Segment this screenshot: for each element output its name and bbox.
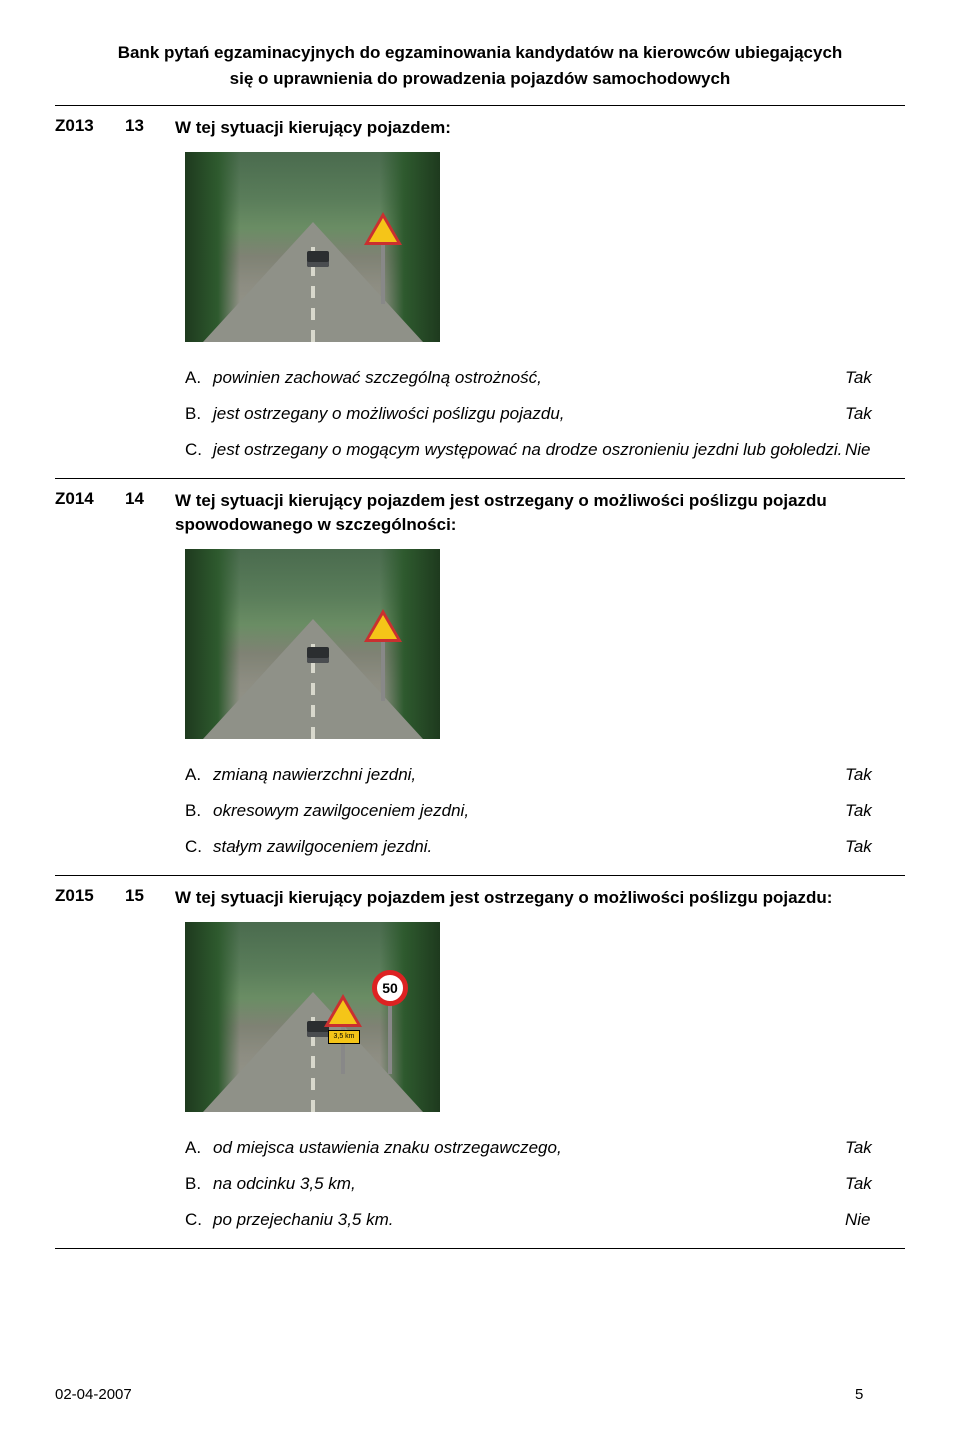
answer-text: jest ostrzegany o możliwości poślizgu po… <box>213 403 845 425</box>
question-number: 13 <box>125 116 175 136</box>
answer-text: na odcinku 3,5 km, <box>213 1173 845 1195</box>
answer-result: Tak <box>845 764 895 786</box>
answer-letter: C. <box>185 439 213 461</box>
question-block: Z01414W tej sytuacji kierujący pojazdem … <box>55 479 905 876</box>
answer-letter: A. <box>185 1137 213 1159</box>
answer-letter: C. <box>185 836 213 858</box>
answer-text: jest ostrzegany o mogącym występować na … <box>213 439 845 461</box>
speed-limit-sign-icon: 50 <box>372 970 408 1006</box>
answer-letter: B. <box>185 800 213 822</box>
answer-text: powinien zachować szczególną ostrożność, <box>213 367 845 389</box>
question-image: 3,5 km 50 <box>185 922 440 1112</box>
question-header-row: Z01515W tej sytuacji kierujący pojazdem … <box>55 886 905 910</box>
answer-row: A.powinien zachować szczególną ostrożnoś… <box>185 360 895 396</box>
page-header: Bank pytań egzaminacyjnych do egzaminowa… <box>55 40 905 91</box>
answer-letter: B. <box>185 1173 213 1195</box>
answers-list: A.od miejsca ustawienia znaku ostrzegawc… <box>185 1130 895 1238</box>
warning-sign-icon <box>364 212 402 245</box>
car-icon <box>307 647 329 663</box>
answer-row: B.jest ostrzegany o możliwości poślizgu … <box>185 396 895 432</box>
answer-result: Tak <box>845 836 895 858</box>
question-code: Z014 <box>55 489 125 509</box>
page-footer: 02-04-2007 5 <box>55 1386 905 1403</box>
question-number: 14 <box>125 489 175 509</box>
warning-sign-icon <box>364 609 402 642</box>
answer-result: Tak <box>845 1137 895 1159</box>
question-text: W tej sytuacji kierujący pojazdem jest o… <box>175 886 905 910</box>
answer-row: C.jest ostrzegany o mogącym występować n… <box>185 432 895 468</box>
answer-text: zmianą nawierzchni jezdni, <box>213 764 845 786</box>
answer-result: Tak <box>845 367 895 389</box>
answers-list: A.zmianą nawierzchni jezdni,TakB.okresow… <box>185 757 895 865</box>
question-code: Z013 <box>55 116 125 136</box>
header-line-1: Bank pytań egzaminacyjnych do egzaminowa… <box>55 40 905 66</box>
question-image <box>185 549 440 739</box>
answer-letter: B. <box>185 403 213 425</box>
question-image-area <box>185 549 905 739</box>
question-number: 15 <box>125 886 175 906</box>
questions-container: Z01313W tej sytuacji kierujący pojazdem:… <box>55 106 905 1249</box>
answer-row: C.stałym zawilgoceniem jezdni.Tak <box>185 829 895 865</box>
answer-text: okresowym zawilgoceniem jezdni, <box>213 800 845 822</box>
answer-text: po przejechaniu 3,5 km. <box>213 1209 845 1231</box>
question-image-area <box>185 152 905 342</box>
answer-result: Tak <box>845 800 895 822</box>
answer-row: B.na odcinku 3,5 km,Tak <box>185 1166 895 1202</box>
answer-letter: A. <box>185 367 213 389</box>
question-text: W tej sytuacji kierujący pojazdem jest o… <box>175 489 905 537</box>
question-header-row: Z01414W tej sytuacji kierujący pojazdem … <box>55 489 905 537</box>
footer-page: 5 <box>855 1386 905 1403</box>
question-block: Z01313W tej sytuacji kierujący pojazdem:… <box>55 106 905 479</box>
answer-result: Nie <box>845 1209 895 1231</box>
answer-result: Nie <box>845 439 895 461</box>
warning-sign-icon <box>324 994 362 1027</box>
answer-letter: A. <box>185 764 213 786</box>
answer-row: A.od miejsca ustawienia znaku ostrzegawc… <box>185 1130 895 1166</box>
answers-list: A.powinien zachować szczególną ostrożnoś… <box>185 360 895 468</box>
question-block: Z01515W tej sytuacji kierujący pojazdem … <box>55 876 905 1249</box>
answer-row: B.okresowym zawilgoceniem jezdni,Tak <box>185 793 895 829</box>
question-image-area: 3,5 km 50 <box>185 922 905 1112</box>
answer-text: stałym zawilgoceniem jezdni. <box>213 836 845 858</box>
car-icon <box>307 251 329 267</box>
question-image <box>185 152 440 342</box>
distance-sub-sign: 3,5 km <box>328 1030 360 1044</box>
answer-letter: C. <box>185 1209 213 1231</box>
answer-result: Tak <box>845 1173 895 1195</box>
header-line-2: się o uprawnienia do prowadzenia pojazdó… <box>55 66 905 92</box>
answer-row: A.zmianą nawierzchni jezdni,Tak <box>185 757 895 793</box>
footer-date: 02-04-2007 <box>55 1386 855 1403</box>
question-header-row: Z01313W tej sytuacji kierujący pojazdem: <box>55 116 905 140</box>
question-text: W tej sytuacji kierujący pojazdem: <box>175 116 905 140</box>
question-code: Z015 <box>55 886 125 906</box>
answer-text: od miejsca ustawienia znaku ostrzegawcze… <box>213 1137 845 1159</box>
answer-result: Tak <box>845 403 895 425</box>
answer-row: C.po przejechaniu 3,5 km.Nie <box>185 1202 895 1238</box>
